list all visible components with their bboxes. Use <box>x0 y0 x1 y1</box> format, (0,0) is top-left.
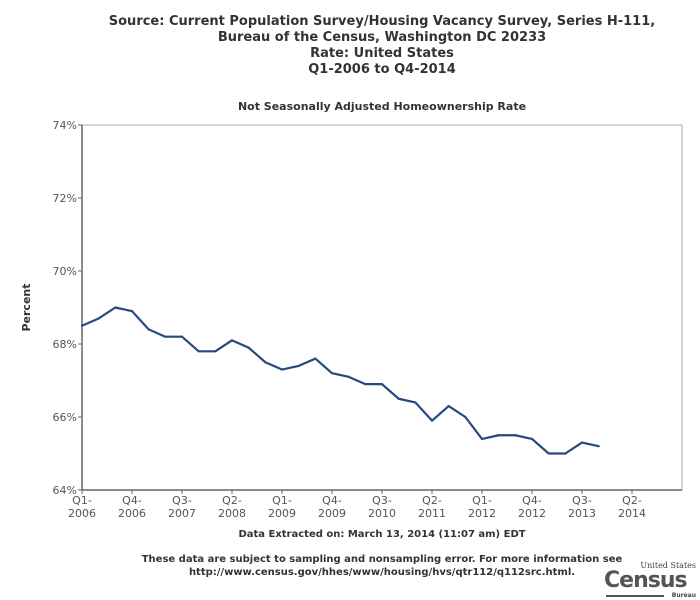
data-point <box>414 401 417 404</box>
data-point <box>297 364 300 367</box>
x-tick-label: Q3- <box>572 494 592 507</box>
data-point <box>464 415 467 419</box>
x-tick-label: Q1- <box>72 494 92 507</box>
chart-title: Not Seasonally Adjusted Homeownership Ra… <box>237 100 527 113</box>
data-point <box>197 350 200 353</box>
x-tick-label: Q4- <box>122 494 142 507</box>
data-point <box>530 437 534 440</box>
data-point <box>497 434 500 437</box>
data-point <box>180 335 184 338</box>
x-tick-label: Q4- <box>322 494 342 507</box>
sampling-note: These data are subject to sampling and n… <box>0 553 700 579</box>
x-tick-label: Q2- <box>222 494 242 507</box>
chart-header: Source: Current Population Survey/Housin… <box>0 14 700 78</box>
y-tick-label: 74% <box>53 119 77 132</box>
y-tick-label: 64% <box>53 484 77 497</box>
header-line: Q1-2006 to Q4-2014 <box>308 62 456 77</box>
header-line: Bureau of the Census, Washington DC 2023… <box>217 30 547 45</box>
data-point <box>514 434 517 437</box>
data-point <box>330 372 334 375</box>
data-point <box>314 357 317 360</box>
x-tick-label: 2006 <box>68 507 96 520</box>
logo-main-text: Census <box>604 568 688 593</box>
data-point <box>597 445 600 448</box>
x-tick-label: 2012 <box>468 507 496 520</box>
data-point <box>547 452 550 455</box>
census-logo: United States Census Bureau <box>604 561 698 600</box>
x-tick-label: 2010 <box>368 507 396 520</box>
logo-bar <box>606 595 664 597</box>
data-point <box>130 310 134 313</box>
data-point <box>97 317 100 320</box>
x-tick-label: Q1- <box>472 494 492 507</box>
logo-top-text: United States <box>640 561 696 570</box>
data-point <box>230 339 234 342</box>
y-tick-label: 72% <box>53 192 77 205</box>
y-tick-label: 68% <box>53 338 77 351</box>
data-point <box>580 441 584 444</box>
x-tick-label: Q3- <box>172 494 192 507</box>
data-point <box>164 335 167 338</box>
data-point <box>480 437 484 440</box>
x-tick-label: 2006 <box>118 507 146 520</box>
data-point <box>447 404 450 408</box>
header-line: Source: Current Population Survey/Housin… <box>108 14 656 29</box>
data-point <box>247 346 250 349</box>
data-point <box>380 383 384 386</box>
x-tick-label: Q1- <box>272 494 292 507</box>
series-line <box>81 306 599 455</box>
data-point <box>214 350 217 353</box>
x-tick-label: 2009 <box>318 507 346 520</box>
x-tick-label: 2007 <box>168 507 196 520</box>
x-tick-label: Q2- <box>422 494 442 507</box>
data-point <box>347 375 350 378</box>
data-extracted-note: Data Extracted on: March 13, 2014 (11:07… <box>238 529 526 540</box>
x-tick-label: 2011 <box>418 507 446 520</box>
x-tick-label: Q4- <box>522 494 542 507</box>
note-link[interactable]: http://www.census.gov/hhes/www/housing/h… <box>188 567 576 578</box>
data-point <box>364 383 367 386</box>
x-tick-label: Q2- <box>622 494 642 507</box>
x-tick-label: 2008 <box>218 507 246 520</box>
y-axis-label: Percent <box>20 283 33 331</box>
data-point <box>564 452 567 455</box>
y-tick-label: 66% <box>53 411 77 424</box>
x-tick-label: 2014 <box>618 507 646 520</box>
x-tick-label: 2013 <box>568 507 596 520</box>
plot-frame <box>81 124 683 491</box>
data-point <box>147 328 150 331</box>
x-tick-label: Q3- <box>372 494 392 507</box>
note-line: These data are subject to sampling and n… <box>141 554 623 565</box>
logo-bottom-text: Bureau <box>671 592 696 599</box>
header-line: Rate: United States <box>310 46 454 61</box>
y-tick-label: 70% <box>53 265 77 278</box>
x-tick-label: 2009 <box>268 507 296 520</box>
data-point <box>264 361 267 364</box>
data-point <box>80 324 84 327</box>
data-point <box>114 306 117 309</box>
data-point <box>280 368 284 371</box>
data-point <box>430 419 434 422</box>
data-point <box>397 397 400 400</box>
x-tick-label: 2012 <box>518 507 546 520</box>
